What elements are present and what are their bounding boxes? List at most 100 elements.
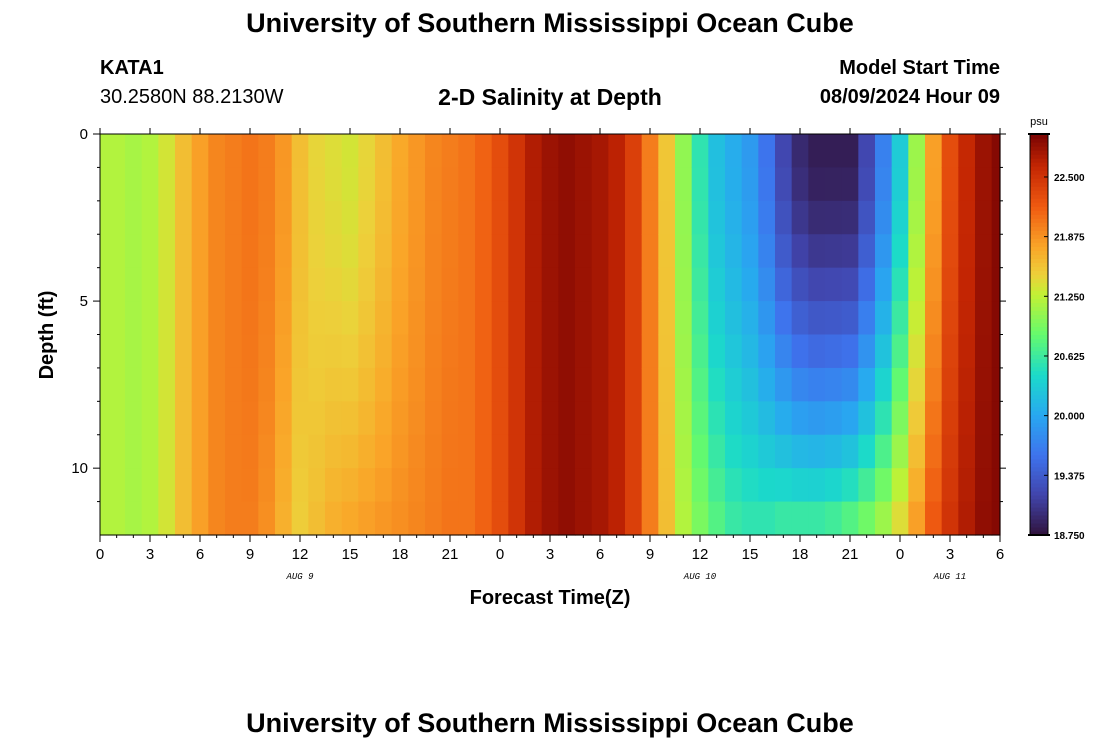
x-tick-label: 6 <box>996 546 1004 563</box>
heatmap-cell <box>508 267 526 302</box>
heatmap-cell <box>758 401 776 436</box>
heatmap-cell <box>791 200 809 235</box>
heatmap-cell <box>100 367 109 402</box>
colorbar-tick-label: 22.500 <box>1054 173 1085 184</box>
heatmap-cell <box>608 401 626 436</box>
colorbar-tick-label: 18.750 <box>1054 531 1085 542</box>
heatmap-cell <box>175 434 193 469</box>
heatmap-cell <box>591 501 609 536</box>
heatmap-cell <box>925 468 943 503</box>
colorbar-unit: psu <box>1030 116 1048 128</box>
heatmap-cell <box>808 167 826 202</box>
colorbar-segment <box>1030 258 1048 263</box>
heatmap-cell <box>408 334 426 369</box>
heatmap-cell <box>375 367 393 402</box>
x-tick-label: 6 <box>596 546 604 563</box>
x-tick-label: 18 <box>792 546 809 563</box>
x-tick-label: 15 <box>342 546 359 563</box>
colorbar-segment <box>1030 390 1048 396</box>
heatmap-cell <box>791 468 809 503</box>
colorbar-segment <box>1030 530 1048 536</box>
heatmap-cell <box>175 468 193 503</box>
heatmap-cell <box>308 267 326 302</box>
heatmap-cell <box>925 334 943 369</box>
heatmap-cell <box>375 434 393 469</box>
heatmap-cell <box>275 134 293 169</box>
heatmap-cell <box>391 200 409 235</box>
heatmap-cell <box>975 134 993 169</box>
heatmap-cell <box>308 167 326 202</box>
colorbar-segment <box>1030 170 1048 175</box>
heatmap-cell <box>675 200 693 235</box>
colorbar-segment <box>1030 162 1048 167</box>
colorbar-segment <box>1030 506 1048 512</box>
heatmap-cell <box>341 367 359 402</box>
heatmap-cell <box>858 501 876 536</box>
heatmap-cell <box>941 200 959 235</box>
heatmap-cell <box>608 501 626 536</box>
page-title: University of Southern Mississippi Ocean… <box>246 8 854 38</box>
heatmap-cell <box>725 501 743 536</box>
heatmap-cell <box>441 234 459 269</box>
heatmap-cell <box>675 468 693 503</box>
heatmap-cell <box>241 401 259 436</box>
heatmap-cell <box>858 267 876 302</box>
heatmap-cell <box>225 267 243 302</box>
heatmap-cell <box>608 367 626 402</box>
heatmap-cell <box>991 167 1001 202</box>
heatmap-cell <box>125 401 143 436</box>
heatmap-cell <box>525 468 543 503</box>
heatmap-cell <box>208 134 226 169</box>
heatmap-cell <box>658 401 676 436</box>
heatmap-cell <box>658 334 676 369</box>
colorbar-segment <box>1030 214 1048 219</box>
heatmap-cell <box>941 167 959 202</box>
heatmap-cell <box>775 234 793 269</box>
heatmap-cell <box>125 501 143 536</box>
heatmap-cell <box>608 468 626 503</box>
heatmap-cell <box>108 334 126 369</box>
heatmap-cell <box>141 334 159 369</box>
heatmap-cells <box>100 134 1001 536</box>
heatmap-cell <box>625 167 643 202</box>
heatmap-cell <box>100 334 109 369</box>
date-label: AUG 9 <box>285 572 314 582</box>
heatmap-cell <box>341 401 359 436</box>
heatmap-cell <box>891 234 909 269</box>
heatmap-cell <box>958 334 976 369</box>
heatmap-cell <box>625 200 643 235</box>
heatmap-cell <box>791 134 809 169</box>
heatmap-cell <box>475 234 493 269</box>
colorbar-segment <box>1030 310 1048 316</box>
heatmap-cell <box>925 401 943 436</box>
colorbar-segment <box>1030 246 1048 251</box>
heatmap-cell <box>941 501 959 536</box>
heatmap-cell <box>941 468 959 503</box>
heatmap-cell <box>458 267 476 302</box>
heatmap-cell <box>408 401 426 436</box>
colorbar-segment <box>1030 462 1048 468</box>
heatmap-cell <box>325 501 343 536</box>
colorbar-segment <box>1030 290 1048 295</box>
heatmap-cell <box>541 367 559 402</box>
heatmap-cell <box>291 301 309 336</box>
heatmap-cell <box>891 501 909 536</box>
colorbar-segment <box>1030 210 1048 215</box>
heatmap-cell <box>925 267 943 302</box>
heatmap-cell <box>475 401 493 436</box>
heatmap-cell <box>541 401 559 436</box>
heatmap-cell <box>591 167 609 202</box>
heatmap-cell <box>691 434 709 469</box>
heatmap-cell <box>191 468 209 503</box>
heatmap-cell <box>208 301 226 336</box>
station-id: KATA1 <box>100 57 164 79</box>
heatmap-cell <box>108 401 126 436</box>
heatmap-cell <box>175 334 193 369</box>
heatmap-cell <box>708 267 726 302</box>
heatmap-cell <box>491 301 509 336</box>
heatmap-cell <box>808 468 826 503</box>
x-tick-label: 0 <box>896 546 904 563</box>
heatmap-cell <box>458 200 476 235</box>
heatmap-cell <box>275 301 293 336</box>
heatmap-cell <box>875 167 893 202</box>
